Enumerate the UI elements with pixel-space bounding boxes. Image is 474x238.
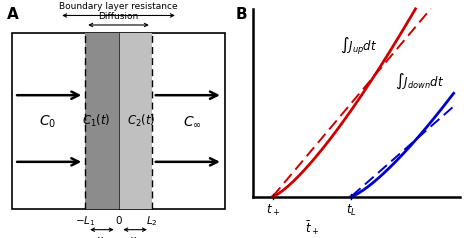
Text: $t_L$: $t_L$ — [346, 203, 356, 218]
Text: $C_2(t)$: $C_2(t)$ — [127, 113, 155, 129]
Text: $\bar{t}_+$: $\bar{t}_+$ — [305, 220, 319, 237]
Text: $C_{\infty}$: $C_{\infty}$ — [182, 114, 201, 129]
Bar — [85, 33, 118, 209]
Text: A: A — [7, 7, 19, 22]
Text: $\int J_{up}dt$: $\int J_{up}dt$ — [340, 36, 378, 57]
Text: $-L_1$: $-L_1$ — [75, 214, 96, 228]
Bar — [12, 33, 225, 209]
Bar — [118, 33, 152, 209]
Text: $x_2$: $x_2$ — [129, 236, 141, 238]
Text: $L_2$: $L_2$ — [146, 214, 157, 228]
Text: $x_1$: $x_1$ — [96, 236, 108, 238]
Text: Boundary layer resistance: Boundary layer resistance — [59, 2, 178, 11]
Text: $t_+$: $t_+$ — [265, 203, 280, 218]
Text: Diffusion: Diffusion — [99, 12, 138, 21]
Text: $C_1(t)$: $C_1(t)$ — [82, 113, 110, 129]
Text: $\int J_{down}dt$: $\int J_{down}dt$ — [395, 72, 444, 91]
Text: $0$: $0$ — [115, 214, 122, 226]
Text: B: B — [236, 7, 247, 22]
Text: $C_0$: $C_0$ — [39, 113, 56, 129]
